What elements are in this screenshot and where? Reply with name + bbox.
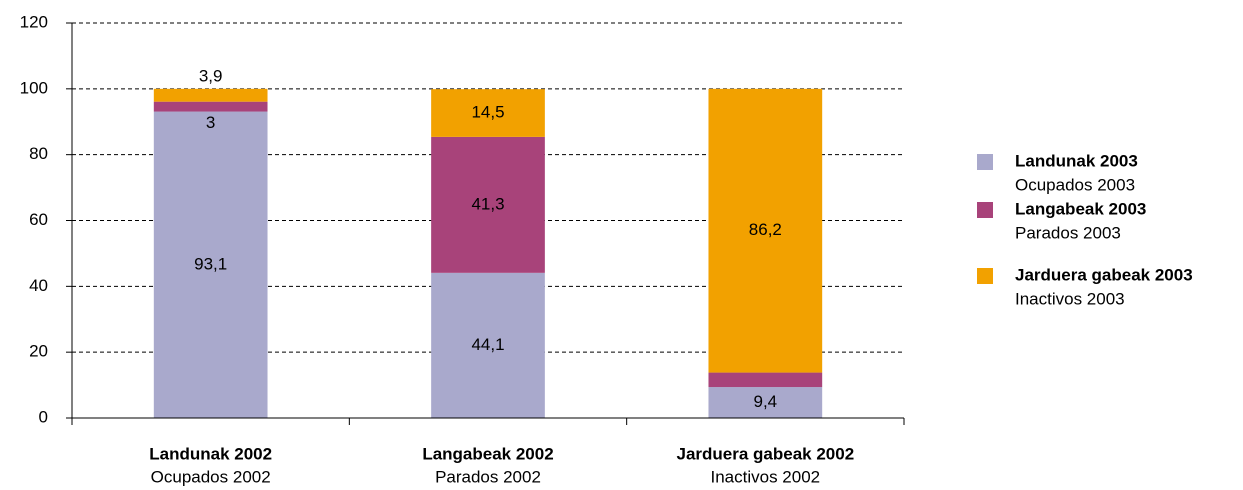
x-tick-label: Jarduera gabeak 2002: [676, 444, 854, 463]
bar-segment: [431, 272, 545, 418]
legend-swatch: [977, 268, 993, 284]
value-label: 3: [206, 113, 215, 132]
value-label: 86,2: [749, 220, 782, 239]
legend-label: Jarduera gabeak 2003: [1015, 265, 1193, 284]
y-tick-label: 120: [20, 12, 48, 31]
x-tick-label: Langabeak 2002: [422, 444, 553, 463]
bar-segment: [708, 372, 823, 388]
value-label: 93,1: [194, 254, 227, 273]
legend-swatch: [977, 154, 993, 170]
y-tick-label: 20: [29, 342, 48, 361]
x-tick-label: Landunak 2002: [149, 444, 272, 463]
legend-sublabel: Inactivos 2003: [1015, 289, 1125, 308]
bar-segment: [431, 89, 545, 137]
value-label: 41,3: [471, 194, 504, 213]
value-label: 9,4: [754, 392, 778, 411]
x-tick-sublabel: Ocupados 2002: [151, 467, 271, 486]
bar-segment: [431, 136, 545, 273]
legend-swatch: [977, 202, 993, 218]
legend-label: Langabeak 2003: [1015, 199, 1146, 218]
y-tick-label: 40: [29, 276, 48, 295]
legend-sublabel: Parados 2003: [1015, 223, 1121, 242]
y-tick-label: 80: [29, 144, 48, 163]
y-tick-label: 0: [39, 407, 48, 426]
value-label: 3,9: [199, 66, 223, 85]
bar-segment: [153, 101, 268, 112]
bar-segment: [708, 88, 823, 373]
y-tick-label: 100: [20, 78, 48, 97]
bar-segment: [153, 111, 268, 418]
legend-label: Landunak 2003: [1015, 151, 1138, 170]
legend-sublabel: Ocupados 2003: [1015, 175, 1135, 194]
x-tick-sublabel: Inactivos 2002: [711, 467, 821, 486]
x-tick-sublabel: Parados 2002: [435, 467, 541, 486]
bar-segment: [708, 387, 823, 418]
bar-segment: [153, 88, 268, 102]
value-label: 44,1: [471, 335, 504, 354]
value-label: 14,5: [471, 103, 504, 122]
y-tick-label: 60: [29, 210, 48, 229]
